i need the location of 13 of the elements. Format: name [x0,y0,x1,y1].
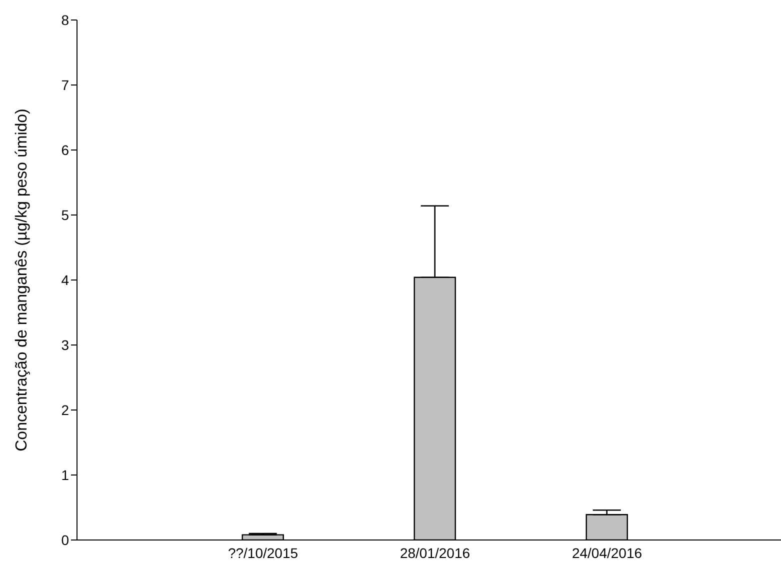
y-tick-label: 5 [61,206,70,223]
y-tick-label: 7 [61,76,70,93]
y-tick-label: 2 [61,402,70,418]
x-tick-label: 24/04/2016 [572,544,642,561]
y-tick-label: 4 [61,272,70,288]
y-axis-title: Concentração de manganês (µg/kg peso úmido) [14,108,31,452]
y-tick-label: 0 [61,532,70,548]
y-tick-label: 8 [61,12,70,28]
y-tick-label: 6 [61,142,70,158]
y-tick-label: 1 [61,466,70,483]
y-tick-label: 3 [61,336,70,353]
x-tick-label: ??/10/2015 [228,544,298,561]
x-tick-label: 28/01/2016 [400,544,470,561]
